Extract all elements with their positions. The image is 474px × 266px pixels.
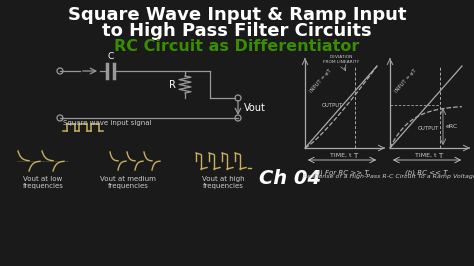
- Text: RC Circuit as Differentiator: RC Circuit as Differentiator: [114, 39, 360, 54]
- Text: Response of a High-Pass R-C Circuit To a Ramp Voltage: Response of a High-Pass R-C Circuit To a…: [303, 174, 474, 179]
- Text: eRC: eRC: [446, 124, 458, 129]
- Text: Vout at high
frequencies: Vout at high frequencies: [202, 176, 244, 189]
- Text: OUTPUT: OUTPUT: [418, 126, 439, 131]
- Text: (b) RC << T: (b) RC << T: [405, 170, 447, 177]
- Text: INPUT = eT: INPUT = eT: [394, 68, 418, 93]
- Text: (a) For RC >> T: (a) For RC >> T: [313, 170, 369, 177]
- Text: to High Pass Filter Circuits: to High Pass Filter Circuits: [102, 22, 372, 40]
- Text: Vout: Vout: [244, 103, 266, 113]
- Text: OUTPUT: OUTPUT: [322, 103, 343, 108]
- Text: Ch 04: Ch 04: [259, 169, 321, 188]
- Text: Vout at low
frequencies: Vout at low frequencies: [23, 176, 64, 189]
- Text: DEVIATION
FROM LINEARITY: DEVIATION FROM LINEARITY: [323, 55, 359, 64]
- Text: Vout at medium
frequencies: Vout at medium frequencies: [100, 176, 156, 189]
- Text: TIME, t: TIME, t: [415, 153, 437, 158]
- Text: INPUT = eT: INPUT = eT: [309, 68, 333, 93]
- Text: T: T: [438, 153, 442, 159]
- Text: T: T: [353, 153, 357, 159]
- Text: R: R: [169, 80, 176, 89]
- Text: C: C: [108, 52, 114, 61]
- Text: Square wave input signal: Square wave input signal: [63, 120, 152, 126]
- Text: TIME, t: TIME, t: [330, 153, 352, 158]
- Text: Square Wave Input & Ramp Input: Square Wave Input & Ramp Input: [68, 6, 406, 24]
